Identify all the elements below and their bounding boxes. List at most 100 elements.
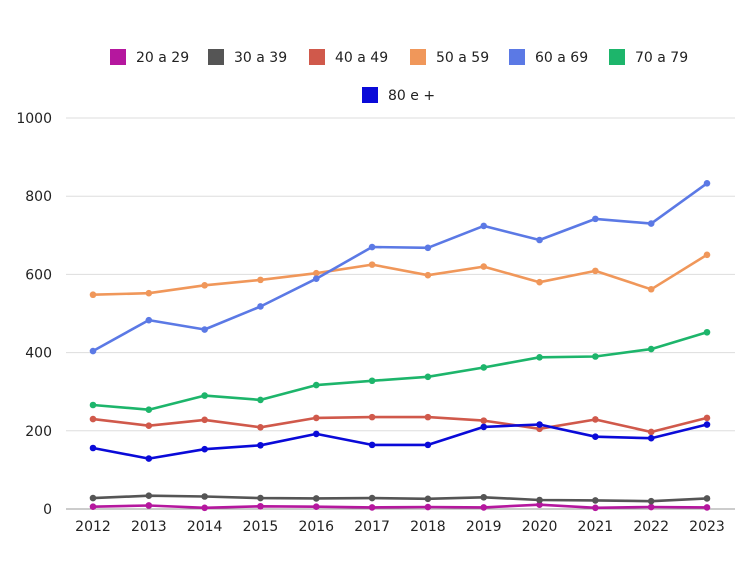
data-point — [368, 413, 376, 421]
legend-item: 60 a 69 — [509, 49, 588, 66]
data-point — [647, 503, 655, 511]
x-tick-label: 2016 — [298, 519, 334, 535]
data-point — [536, 278, 543, 286]
legend-swatch — [309, 49, 325, 65]
x-tick-label: 2021 — [578, 519, 614, 535]
legend-item: 80 e + — [362, 87, 435, 104]
data-point — [536, 501, 543, 508]
series-group — [89, 179, 711, 512]
x-tick-label: 2019 — [466, 519, 502, 535]
data-point — [368, 494, 376, 502]
legend-item: 40 a 49 — [309, 49, 388, 66]
data-point — [647, 220, 655, 227]
legend-swatch — [609, 49, 625, 65]
y-tick-label: 800 — [25, 189, 52, 205]
data-point — [647, 428, 655, 436]
data-point — [312, 414, 320, 422]
data-point — [592, 215, 599, 223]
data-point — [312, 269, 320, 277]
data-point — [201, 493, 208, 500]
data-point — [201, 326, 208, 333]
data-point — [647, 285, 655, 293]
data-point — [89, 347, 97, 355]
data-point — [703, 179, 711, 187]
series-line — [92, 253, 708, 296]
x-tick-label: 2023 — [689, 519, 725, 535]
data-point — [312, 275, 320, 283]
data-point — [145, 406, 153, 413]
data-point — [312, 495, 320, 502]
data-point — [647, 434, 655, 442]
series-4 — [89, 179, 711, 355]
data-point — [145, 502, 153, 509]
x-tick-label: 2015 — [243, 519, 279, 535]
data-point — [703, 421, 711, 428]
data-point — [424, 271, 432, 279]
legend-label: 40 a 49 — [335, 50, 388, 66]
series-line — [92, 331, 708, 411]
y-tick-label: 400 — [25, 346, 52, 362]
series-line — [92, 182, 708, 353]
legend-swatch — [362, 87, 378, 103]
data-point — [145, 316, 153, 324]
legend-label: 70 a 79 — [635, 50, 688, 66]
legend-label: 60 a 69 — [535, 50, 588, 66]
series-1 — [89, 492, 711, 505]
data-point — [89, 291, 97, 299]
series-3 — [89, 251, 711, 299]
data-point — [257, 303, 264, 310]
data-point — [312, 503, 320, 510]
data-point — [647, 345, 655, 353]
legend-swatch — [509, 49, 525, 65]
data-point — [592, 497, 599, 504]
x-tick-label: 2013 — [131, 519, 167, 535]
data-point — [145, 492, 153, 500]
data-point — [89, 444, 97, 452]
data-point — [257, 423, 264, 431]
x-tick-label: 2014 — [187, 519, 223, 535]
data-point — [592, 267, 599, 275]
y-tick-label: 0 — [43, 502, 52, 518]
y-tick-label: 1000 — [16, 111, 52, 127]
data-point — [312, 430, 320, 438]
grid — [66, 117, 735, 510]
legend-label: 20 a 29 — [136, 50, 189, 66]
y-axis: 0 200 400 600 800 1000 — [16, 111, 52, 518]
x-tick-label: 2017 — [354, 519, 390, 535]
data-point — [536, 421, 543, 428]
data-point — [480, 263, 488, 270]
series-line — [92, 503, 708, 510]
data-point — [647, 497, 655, 505]
data-point — [257, 276, 264, 284]
series-line — [92, 415, 708, 434]
x-tick-label: 2012 — [75, 519, 111, 535]
x-tick-label: 2022 — [633, 519, 669, 535]
legend-label: 80 e + — [388, 88, 435, 104]
data-point — [424, 503, 432, 511]
data-point — [145, 422, 153, 430]
data-point — [368, 243, 376, 251]
y-tick-label: 200 — [25, 424, 52, 440]
data-point — [536, 236, 543, 244]
data-point — [424, 441, 432, 449]
data-point — [368, 261, 376, 268]
legend-item: 30 a 39 — [208, 49, 287, 66]
data-point — [592, 353, 599, 360]
data-point — [89, 494, 97, 502]
data-point — [592, 416, 599, 423]
x-tick-label: 2018 — [410, 519, 446, 535]
legend: 20 a 29 30 a 39 40 a 49 50 a 59 60 a 69 70 a … — [110, 49, 688, 104]
data-point — [201, 282, 208, 289]
data-point — [480, 417, 488, 424]
data-point — [89, 503, 97, 510]
data-point — [536, 353, 543, 361]
data-point — [145, 289, 153, 297]
data-point — [424, 495, 432, 503]
data-point — [424, 244, 432, 252]
data-point — [257, 502, 264, 510]
data-point — [145, 455, 153, 462]
data-point — [480, 423, 488, 431]
data-point — [424, 373, 432, 381]
data-point — [201, 445, 208, 453]
